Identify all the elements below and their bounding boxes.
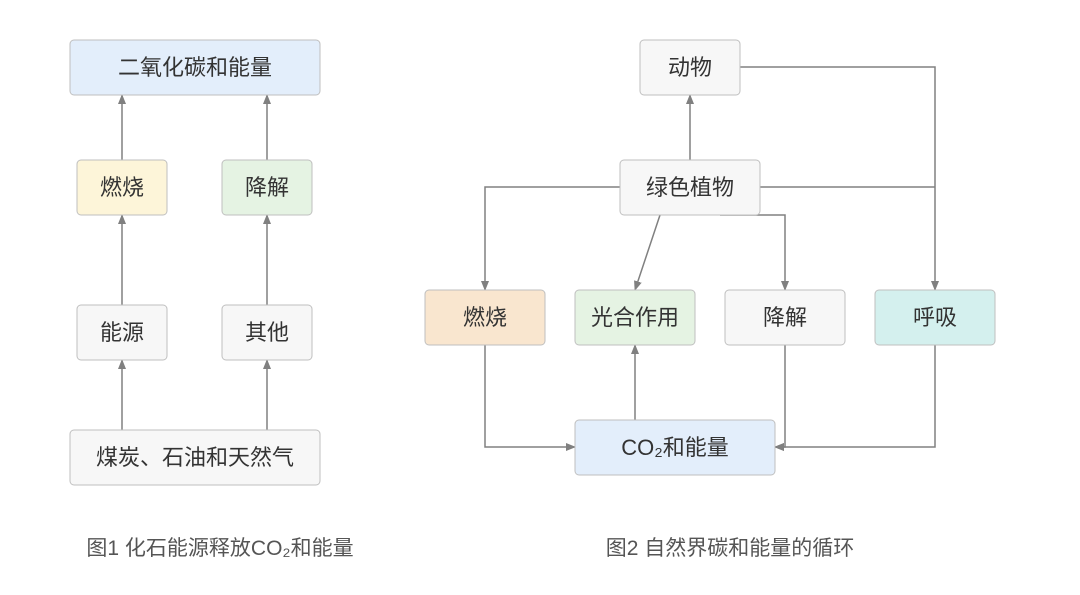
node-label-bottom: 煤炭、石油和天然气 <box>96 445 294 470</box>
node-label-photo: 光合作用 <box>591 305 679 330</box>
caption: 图1 化石能源释放CO₂和能量 <box>86 537 353 560</box>
edge <box>635 215 660 290</box>
edge <box>485 345 575 447</box>
edge <box>740 67 935 290</box>
edge <box>775 345 785 447</box>
node-label-degrade: 降解 <box>245 175 289 200</box>
edge <box>720 215 785 290</box>
node-label-plant: 绿色植物 <box>646 175 734 200</box>
edge <box>485 187 620 290</box>
node-label-degrade: 降解 <box>763 305 807 330</box>
node-label-burn: 燃烧 <box>463 305 507 330</box>
node-label-co2: CO₂和能量 <box>621 435 729 460</box>
node-label-other: 其他 <box>245 320 289 345</box>
node-label-animal: 动物 <box>668 55 712 80</box>
node-label-top: 二氧化碳和能量 <box>118 55 272 80</box>
node-label-energy: 能源 <box>100 320 144 345</box>
diagram-canvas: 二氧化碳和能量燃烧降解能源其他煤炭、石油和天然气图1 化石能源释放CO₂和能量动… <box>0 0 1080 595</box>
edge <box>775 345 935 447</box>
caption: 图2 自然界碳和能量的循环 <box>606 537 855 560</box>
node-label-resp: 呼吸 <box>913 305 957 330</box>
node-label-burn: 燃烧 <box>100 175 144 200</box>
